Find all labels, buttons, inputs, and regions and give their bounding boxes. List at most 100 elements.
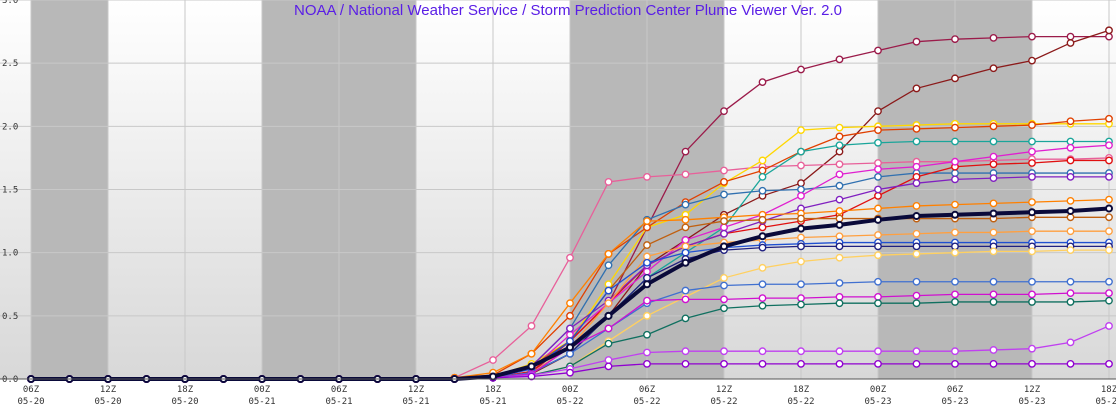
plume-point — [1066, 39, 1075, 47]
plume-point — [681, 200, 690, 209]
plume-point — [835, 359, 844, 368]
plume-point — [912, 84, 921, 93]
plume-point — [951, 200, 959, 209]
plume-point — [720, 166, 728, 175]
plume-point — [874, 359, 882, 368]
plume-point — [1105, 227, 1113, 236]
plume-point — [1028, 359, 1036, 368]
plume-point — [1105, 322, 1113, 330]
plume-point — [797, 233, 805, 242]
plume-point — [1105, 32, 1113, 41]
plume-point — [681, 147, 690, 156]
plume-point — [951, 123, 959, 132]
x-tick-date: 05-21 — [402, 397, 429, 405]
plume-point — [720, 229, 728, 238]
plume-point — [912, 162, 921, 171]
x-tick-date: 05-21 — [479, 397, 506, 405]
plume-point — [720, 304, 728, 313]
x-tick-label: 00Z — [870, 385, 887, 395]
plume-point — [758, 215, 767, 224]
plume-point — [989, 298, 998, 306]
plume-point — [566, 349, 574, 358]
plume-point — [1105, 156, 1113, 165]
x-tick-label: 18Z — [485, 385, 502, 395]
plume-point — [1066, 137, 1075, 146]
plume-point — [951, 169, 959, 177]
plume-point — [720, 107, 728, 116]
x-tick-label: 06Z — [331, 385, 348, 395]
plume-point — [912, 137, 921, 146]
plume-point — [1066, 172, 1075, 181]
plume-point — [951, 157, 959, 166]
plume-point — [681, 347, 690, 356]
plume-point — [989, 277, 998, 286]
plume-point — [566, 343, 574, 352]
plume-point — [951, 210, 959, 219]
chart-title: NOAA / National Weather Service / Storm … — [294, 2, 842, 19]
plume-point — [720, 223, 728, 232]
plume-point — [797, 224, 805, 233]
plume-point — [681, 258, 690, 267]
plume-point — [989, 346, 998, 354]
plume-point — [912, 291, 921, 300]
plume-point — [835, 299, 844, 308]
plume-point — [1066, 156, 1075, 165]
plume-point — [797, 257, 805, 266]
plume-point — [797, 65, 805, 74]
plume-point — [1028, 247, 1036, 256]
x-tick-label: 00Z — [562, 385, 579, 395]
plume-point — [835, 123, 844, 132]
y-tick-label: 1.5 — [2, 186, 18, 196]
plume-point — [797, 191, 805, 200]
x-tick-label: 12Z — [716, 385, 733, 395]
x-tick-label: 12Z — [100, 385, 117, 395]
plume-point — [758, 172, 767, 181]
plume-point — [797, 214, 805, 223]
plume-point — [681, 215, 690, 224]
x-tick-date: 05-21 — [248, 397, 275, 405]
plume-point — [1105, 195, 1113, 204]
plume-point — [874, 292, 882, 301]
plume-point — [1028, 147, 1036, 156]
plume-point — [797, 300, 805, 309]
plume-point — [720, 359, 728, 368]
plume-point — [681, 242, 690, 251]
plume-point — [681, 286, 690, 295]
plume-point — [1028, 290, 1036, 299]
x-tick-label: 06Z — [639, 385, 656, 395]
plume-point — [835, 214, 844, 223]
plume-point — [797, 161, 805, 170]
plume-point — [758, 223, 767, 232]
plume-point — [1028, 298, 1036, 306]
plume-point — [1105, 172, 1113, 181]
y-tick-label: 0.5 — [2, 312, 18, 322]
plume-point — [951, 74, 959, 83]
plume-point — [566, 368, 574, 377]
plume-point — [835, 160, 844, 169]
plume-point — [874, 46, 882, 55]
plume-point — [835, 242, 844, 251]
plume-point — [874, 231, 882, 239]
plume-point — [1105, 246, 1113, 255]
plume-point — [1066, 289, 1075, 297]
x-tick-date: 05-23 — [941, 397, 968, 405]
plume-point — [989, 247, 998, 256]
plume-point — [643, 296, 651, 305]
plume-point — [1105, 141, 1113, 150]
plume-point — [527, 372, 536, 381]
plume-point — [989, 174, 998, 183]
x-tick-date: 05-21 — [325, 397, 352, 405]
plume-point — [912, 347, 921, 356]
plume-point — [951, 298, 959, 306]
plume-point — [1066, 143, 1075, 152]
x-tick-date: 05-23 — [864, 397, 891, 405]
plume-point — [912, 202, 921, 210]
plume-point — [643, 223, 651, 232]
plume-point — [1066, 338, 1075, 347]
y-tick-label: 2.5 — [2, 59, 18, 69]
x-tick-label: 12Z — [1024, 385, 1041, 395]
plume-point — [758, 294, 767, 303]
plume-point — [1066, 117, 1075, 126]
plume-point — [874, 159, 882, 167]
